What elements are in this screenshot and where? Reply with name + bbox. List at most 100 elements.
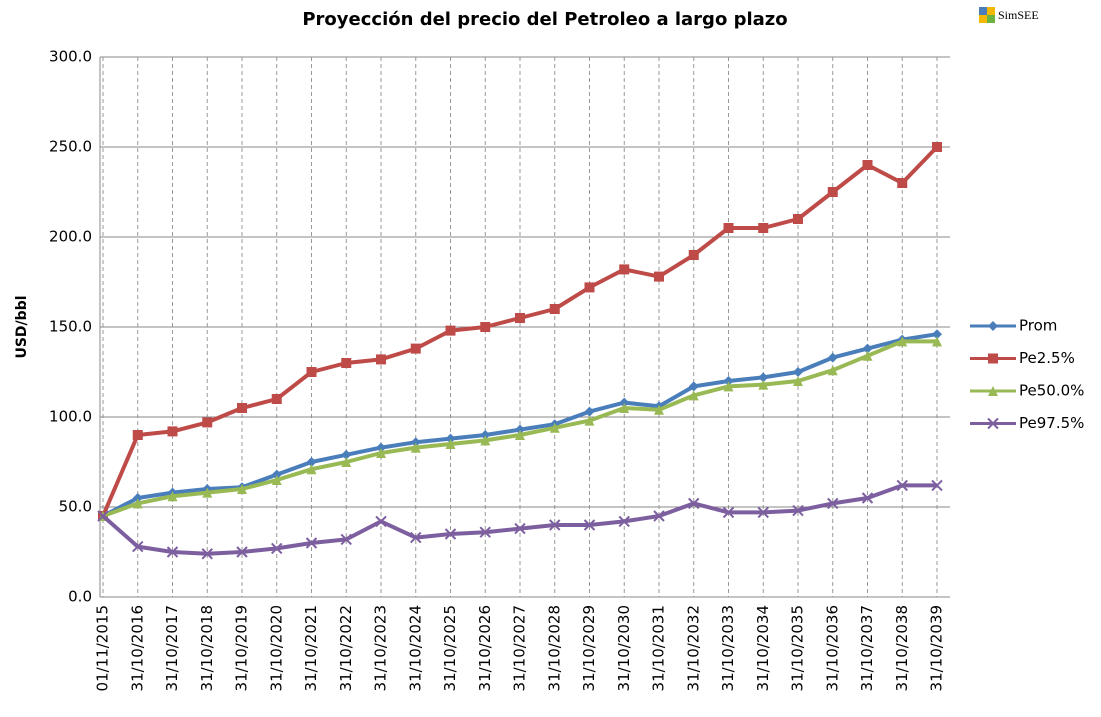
logo-icon-part: [987, 15, 995, 23]
legend-marker: [988, 321, 998, 331]
marker: [444, 528, 457, 540]
chart-title: Proyección del precio del Petroleo a lar…: [302, 9, 787, 30]
marker: [132, 493, 143, 503]
marker: [97, 510, 109, 522]
y-axis-title: USD/bbl: [14, 295, 30, 358]
marker: [236, 546, 248, 558]
x-tick-label: 31/10/2036: [823, 605, 841, 691]
x-tick-label: 31/10/2028: [545, 605, 563, 691]
marker: [306, 464, 317, 475]
legend-label: Pe50.0%: [1019, 382, 1084, 400]
x-tick-label: 31/10/2016: [128, 605, 146, 691]
marker: [584, 406, 595, 417]
marker: [202, 417, 213, 428]
marker: [341, 358, 352, 368]
marker: [897, 336, 908, 347]
marker: [271, 475, 282, 485]
marker: [932, 142, 942, 152]
x-tick-label: 31/10/2029: [580, 605, 598, 691]
marker: [479, 526, 491, 538]
x-tick-label: 31/10/2038: [893, 605, 911, 691]
legend-label: Pe2.5%: [1019, 349, 1075, 367]
marker: [167, 426, 178, 437]
marker: [132, 498, 143, 509]
marker: [340, 533, 352, 546]
marker: [932, 336, 942, 347]
marker: [271, 394, 282, 404]
legend-marker: [988, 353, 998, 364]
x-tick-label: 31/10/2017: [163, 605, 181, 691]
y-tick-label: 300.0: [49, 48, 92, 66]
y-tick-label: 100.0: [49, 408, 92, 426]
marker: [827, 187, 838, 197]
legend-label: Pe97.5%: [1019, 414, 1084, 432]
marker: [376, 354, 386, 365]
marker: [584, 282, 595, 293]
x-tick-label: 31/10/2025: [441, 605, 459, 691]
x-tick-label: 31/10/2034: [754, 605, 772, 691]
marker: [584, 415, 595, 426]
marker: [897, 178, 908, 188]
marker: [237, 403, 247, 413]
x-tick-label: 31/10/2033: [719, 605, 737, 691]
x-tick-label: 31/10/2019: [233, 605, 251, 691]
marker: [271, 542, 283, 555]
marker: [410, 343, 421, 354]
marker: [306, 457, 317, 467]
legend-marker: [988, 386, 998, 396]
marker: [861, 492, 874, 504]
x-tick-label: 31/10/2031: [650, 605, 668, 691]
marker: [827, 365, 838, 376]
marker: [619, 397, 630, 408]
marker: [237, 484, 247, 494]
marker: [758, 372, 769, 383]
marker: [514, 522, 526, 535]
marker: [862, 343, 873, 354]
marker: [305, 537, 318, 549]
marker: [166, 546, 179, 558]
marker: [932, 329, 942, 340]
marker: [862, 160, 873, 170]
marker: [202, 487, 213, 498]
marker: [306, 367, 317, 377]
x-tick-label: 31/10/2035: [789, 605, 807, 691]
marker: [793, 367, 803, 377]
marker: [480, 430, 491, 440]
x-tick-label: 31/10/2026: [476, 605, 494, 691]
marker: [793, 214, 803, 224]
marker: [480, 435, 491, 446]
y-tick-label: 50.0: [59, 498, 92, 516]
marker: [792, 504, 804, 517]
marker: [445, 325, 456, 336]
marker: [827, 352, 838, 363]
legend-marker: [987, 417, 999, 430]
marker: [515, 430, 525, 440]
x-tick-label: 31/10/2020: [267, 605, 285, 691]
marker: [410, 437, 421, 448]
marker: [341, 457, 352, 467]
marker: [271, 469, 282, 480]
marker: [549, 422, 560, 433]
marker: [758, 379, 769, 390]
marker: [688, 250, 699, 260]
marker: [201, 548, 213, 560]
marker: [167, 491, 178, 502]
marker: [515, 424, 525, 435]
marker: [376, 442, 386, 453]
x-tick-label: 31/10/2018: [198, 605, 216, 691]
marker: [445, 439, 456, 449]
marker: [688, 497, 700, 510]
marker: [341, 449, 352, 460]
marker: [758, 223, 769, 233]
marker: [862, 350, 873, 361]
marker: [445, 433, 456, 444]
marker: [722, 506, 735, 519]
y-tick-label: 0.0: [68, 588, 92, 606]
legend-label: Prom: [1019, 317, 1057, 335]
marker: [619, 264, 630, 275]
brand: SimSEE: [998, 8, 1039, 22]
marker: [723, 223, 734, 233]
x-tick-label: 31/10/2021: [302, 605, 320, 691]
marker: [757, 506, 769, 519]
